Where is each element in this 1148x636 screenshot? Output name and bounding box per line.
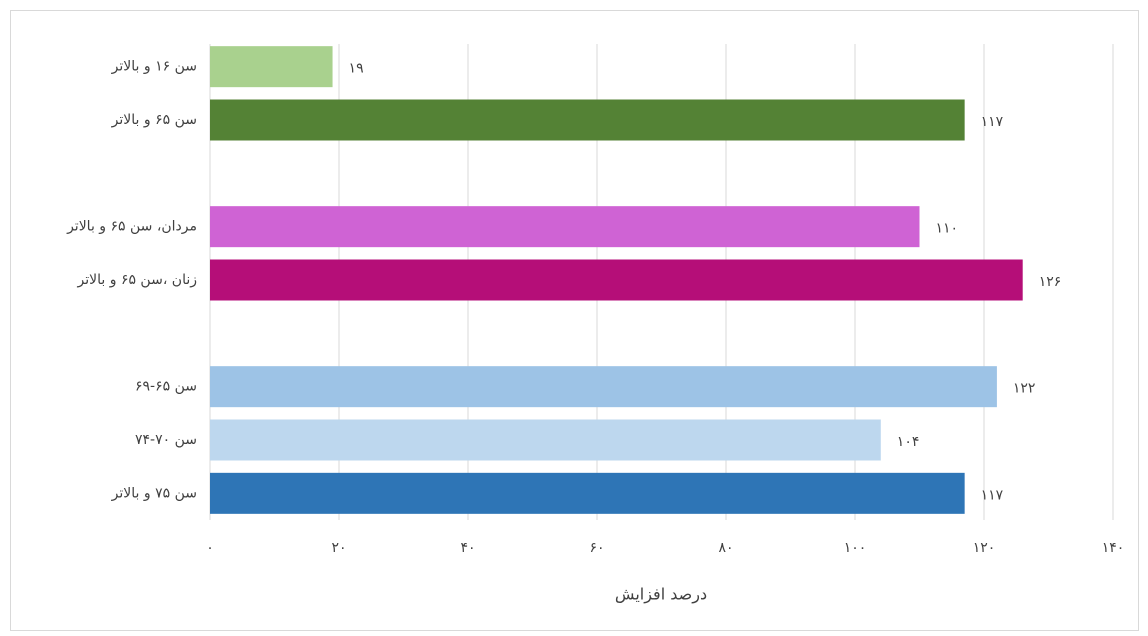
y-tick-label: سن ۱۶ و بالاتر xyxy=(111,59,197,75)
x-tick-label: ۲۰ xyxy=(331,540,346,556)
data-label: ۱۰۴ xyxy=(897,434,920,450)
x-tick-label: ۶۰ xyxy=(589,540,604,556)
x-tick-label: ۱۴۰ xyxy=(1102,540,1125,556)
data-label: ۱۱۷ xyxy=(981,487,1004,503)
x-tick-label: ۸۰ xyxy=(718,540,733,556)
data-label: ۱۱۰ xyxy=(936,221,959,237)
y-tick-label: سن ۶۵ و بالاتر xyxy=(111,112,197,128)
y-tick-label: سن ۷۰-۷۴ xyxy=(135,432,197,448)
data-label: ۱۲۶ xyxy=(1039,274,1062,290)
y-tick-label: سن ۶۵-۶۹ xyxy=(135,379,197,395)
x-tick-label: ۴۰ xyxy=(460,540,475,556)
data-label: ۱۲۲ xyxy=(1013,381,1036,397)
bar xyxy=(210,206,920,248)
bar xyxy=(210,366,997,408)
x-tick-label: ۱۲۰ xyxy=(973,540,996,556)
x-tick-label: ۰ xyxy=(206,540,214,556)
bar xyxy=(210,46,333,88)
y-tick-label: سن ۷۵ و بالاتر xyxy=(111,485,197,501)
bar xyxy=(210,99,965,141)
bar xyxy=(210,259,1023,301)
data-label: ۱۹ xyxy=(349,61,364,77)
data-label: ۱۱۷ xyxy=(981,114,1004,130)
y-tick-label: زنان ،سن ۶۵ و بالاتر xyxy=(77,272,198,288)
y-tick-label: مردان، سن ۶۵ و بالاتر xyxy=(66,219,197,235)
x-axis-title: درصد افزایش xyxy=(615,585,707,605)
x-tick-label: ۱۰۰ xyxy=(844,540,867,556)
bar xyxy=(210,419,881,461)
bar xyxy=(210,472,965,514)
